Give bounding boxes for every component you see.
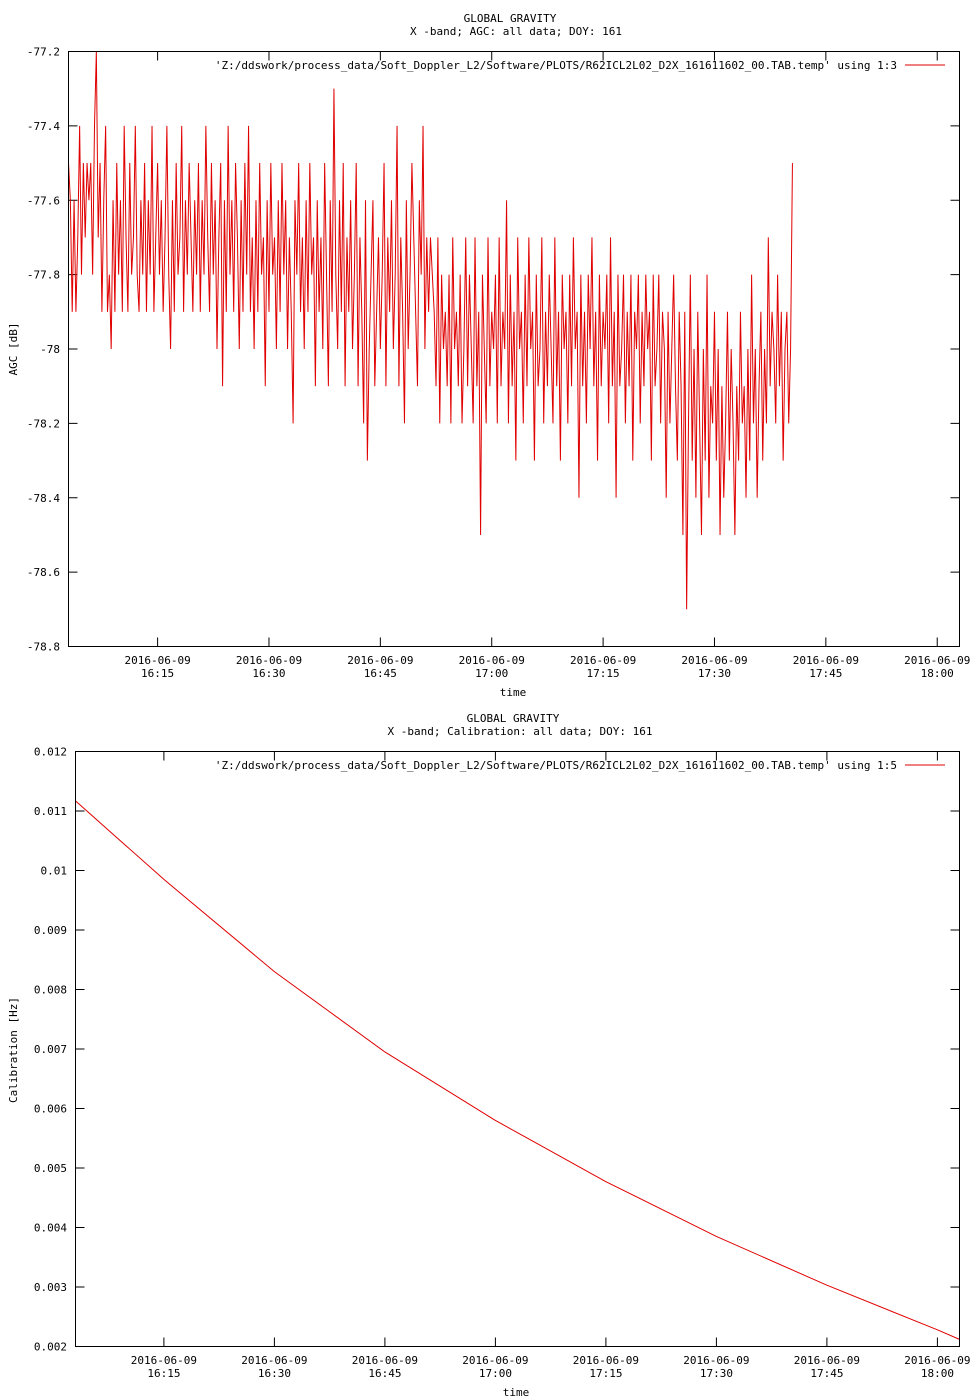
- y-tick-label: -78.8: [27, 641, 60, 654]
- y-axis-label: Calibration [Hz]: [7, 997, 20, 1103]
- y-tick-label: -78.2: [27, 417, 60, 430]
- legend-label: 'Z:/ddswork/process_data/Soft_Doppler_L2…: [215, 59, 897, 72]
- x-tick-date-label: 2016-06-09: [794, 1354, 860, 1367]
- x-tick-date-label: 2016-06-09: [459, 654, 525, 667]
- y-tick-label: 0.003: [34, 1281, 67, 1294]
- axis-ticks: 0.012 0.011 0.01 0.009 0.008 0.007 0.006 0.005 0…: [34, 746, 971, 1381]
- x-tick-date-label: 2016-06-09: [241, 1354, 307, 1367]
- x-tick-date-label: 2016-06-09: [347, 654, 413, 667]
- x-tick-date-label: 2016-06-09: [681, 654, 747, 667]
- x-tick-time-label: 17:30: [698, 667, 731, 680]
- calibration-chart: GLOBAL GRAVITY X -band; Calibration: all…: [7, 712, 971, 1399]
- y-tick-label: 0.011: [34, 805, 67, 818]
- x-tick-date-label: 2016-06-09: [131, 1354, 197, 1367]
- x-tick-date-label: 2016-06-09: [462, 1354, 528, 1367]
- chart-subtitle: X -band; Calibration: all data; DOY: 161: [388, 725, 653, 738]
- x-tick-date-label: 2016-06-09: [904, 654, 970, 667]
- x-tick-time-label: 16:45: [364, 667, 397, 680]
- x-axis-label: time: [503, 1386, 530, 1399]
- axis-ticks: -77.2 -77.4 -77.6 -77.8 -78 -78.2 -78.4 -78.6 -7…: [27, 46, 970, 681]
- x-tick-time-label: 17:00: [479, 1367, 512, 1380]
- chart-title: GLOBAL GRAVITY: [467, 712, 560, 725]
- series-line: [75, 800, 960, 1340]
- x-tick-date-label: 2016-06-09: [573, 1354, 639, 1367]
- x-tick-date-label: 2016-06-09: [352, 1354, 418, 1367]
- x-tick-time-label: 17:45: [809, 667, 842, 680]
- series-line: [68, 51, 793, 610]
- x-tick-date-label: 2016-06-09: [904, 1354, 970, 1367]
- y-tick-label: -78.4: [27, 492, 60, 505]
- x-tick-date-label: 2016-06-09: [236, 654, 302, 667]
- x-tick-date-label: 2016-06-09: [570, 654, 636, 667]
- chart-title: GLOBAL GRAVITY: [464, 12, 557, 25]
- x-tick-time-label: 16:45: [368, 1367, 401, 1380]
- y-tick-label: 0.002: [34, 1341, 67, 1354]
- x-tick-date-label: 2016-06-09: [683, 1354, 749, 1367]
- x-tick-time-label: 18:00: [921, 1367, 954, 1380]
- y-tick-label: 0.006: [34, 1103, 67, 1116]
- x-axis-label: time: [500, 686, 527, 699]
- x-tick-time-label: 16:15: [141, 667, 174, 680]
- plot-frame: [68, 51, 960, 647]
- chart-subtitle: X -band; AGC: all data; DOY: 161: [410, 25, 622, 38]
- series-layer: [68, 51, 793, 610]
- plot-frame: [75, 751, 960, 1347]
- x-tick-date-label: 2016-06-09: [124, 654, 190, 667]
- y-tick-label: 0.012: [34, 746, 67, 759]
- y-tick-label: -77.6: [27, 194, 60, 207]
- y-tick-label: -78: [40, 343, 60, 356]
- x-tick-time-label: 16:30: [252, 667, 285, 680]
- y-tick-label: 0.007: [34, 1043, 67, 1056]
- x-tick-time-label: 17:30: [700, 1367, 733, 1380]
- y-tick-label: -77.4: [27, 120, 60, 133]
- x-tick-time-label: 17:45: [810, 1367, 843, 1380]
- y-axis-label: AGC [dB]: [7, 323, 20, 376]
- y-tick-label: 0.009: [34, 924, 67, 937]
- x-tick-time-label: 17:15: [589, 1367, 622, 1380]
- x-tick-time-label: 16:15: [147, 1367, 180, 1380]
- y-tick-label: -77.2: [27, 46, 60, 59]
- y-tick-label: 0.004: [34, 1222, 67, 1235]
- y-tick-label: 0.005: [34, 1162, 67, 1175]
- y-tick-label: -78.6: [27, 566, 60, 579]
- y-tick-label: -77.8: [27, 269, 60, 282]
- y-tick-label: 0.008: [34, 984, 67, 997]
- series-layer: [75, 800, 960, 1340]
- y-tick-label: 0.01: [41, 865, 68, 878]
- x-tick-time-label: 17:00: [475, 667, 508, 680]
- legend-label: 'Z:/ddswork/process_data/Soft_Doppler_L2…: [215, 759, 897, 772]
- x-tick-time-label: 16:30: [258, 1367, 291, 1380]
- x-tick-date-label: 2016-06-09: [793, 654, 859, 667]
- x-tick-time-label: 18:00: [921, 667, 954, 680]
- agc-chart: GLOBAL GRAVITY X -band; AGC: all data; D…: [7, 12, 970, 699]
- x-tick-time-label: 17:15: [587, 667, 620, 680]
